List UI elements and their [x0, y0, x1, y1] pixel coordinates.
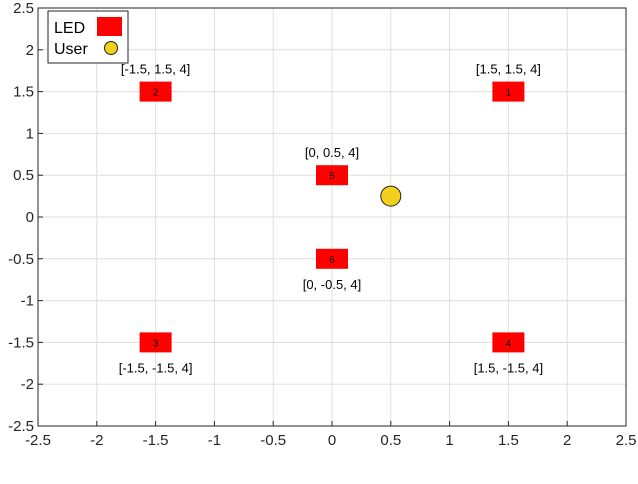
user-marker: [380, 185, 402, 207]
y-tick-label: -1.5: [8, 334, 34, 351]
led-annotation: [-1.5, -1.5, 4]: [119, 360, 193, 375]
led-annotation: [-1.5, 1.5, 4]: [121, 62, 190, 77]
y-tick-label: 1.5: [13, 84, 34, 101]
led-marker-2: 2 [-1.5, 1.5, 4]: [121, 62, 190, 102]
led-marker-4: 4 [1.5, -1.5, 4]: [474, 332, 543, 375]
y-tick-label: -2.5: [8, 418, 34, 435]
led-number: 1: [506, 88, 512, 99]
led-square: [492, 332, 525, 353]
legend-label-led: LED: [54, 20, 85, 37]
led-number: 3: [153, 338, 159, 349]
x-tick-label: 1: [445, 432, 453, 449]
x-tick-label: -1.5: [143, 432, 169, 449]
led-square: [316, 165, 348, 186]
legend-user-swatch: [104, 41, 118, 55]
legend-led-swatch: [97, 17, 122, 36]
led-number: 4: [506, 338, 512, 349]
y-tick-label: -1: [21, 293, 34, 310]
led-square: [316, 248, 348, 269]
led-square: [492, 81, 525, 102]
y-tick-label: -2: [21, 376, 34, 393]
legend: LED User: [47, 10, 129, 64]
led-number: 5: [329, 171, 335, 182]
led-square: [139, 81, 172, 102]
y-tick-label: 1: [26, 125, 34, 142]
led-annotation: [1.5, 1.5, 4]: [476, 62, 541, 77]
led-number: 2: [153, 88, 159, 99]
led-annotation: [0, 0.5, 4]: [305, 145, 359, 160]
led-marker-1: 1 [1.5, 1.5, 4]: [476, 62, 541, 102]
x-tick-label: -2: [90, 432, 103, 449]
x-tick-label: 0: [328, 432, 336, 449]
led-square: [139, 332, 172, 353]
led-marker-3: 3 [-1.5, -1.5, 4]: [119, 332, 193, 375]
led-annotation: [0, -0.5, 4]: [303, 277, 362, 292]
y-tick-label: 0: [26, 209, 34, 226]
y-tick-label: 2: [26, 42, 34, 59]
led-annotation: [1.5, -1.5, 4]: [474, 360, 543, 375]
y-tick-label: 0.5: [13, 167, 34, 184]
y-tick-label: 2.5: [13, 0, 34, 17]
x-tick-label: -1: [208, 432, 221, 449]
x-tick-label: 1.5: [498, 432, 519, 449]
led-number: 6: [329, 255, 335, 266]
x-tick-label: 2.5: [616, 432, 637, 449]
x-tick-label: 0.5: [380, 432, 401, 449]
led-marker-5: 5 [0, 0.5, 4]: [305, 145, 359, 186]
x-tick-label: -2.5: [25, 432, 51, 449]
led-marker-6: 6 [0, -0.5, 4]: [303, 248, 362, 292]
x-tick-label: -0.5: [260, 432, 286, 449]
axis-ticks: -2.5 -2 -1.5 -1 -0.5 0 0.5 1 1.5 2 2.5 2.5 2 1.5 1 0.5 0…: [8, 0, 636, 449]
data-marks: 1 [1.5, 1.5, 4] 2 [-1.5, 1.5, 4] 3 [-1.5, -1.…: [119, 62, 543, 376]
legend-label-user: User: [54, 41, 88, 58]
y-tick-label: -0.5: [8, 251, 34, 268]
x-tick-label: 2: [563, 432, 571, 449]
